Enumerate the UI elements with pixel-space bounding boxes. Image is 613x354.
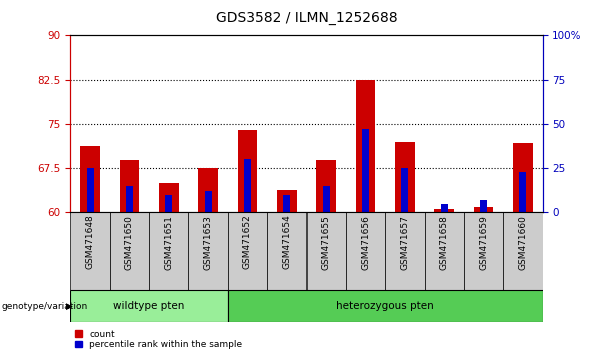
Bar — [205, 191, 211, 212]
Bar — [480, 200, 487, 212]
Bar — [189, 212, 228, 290]
Bar — [70, 212, 110, 290]
Bar — [80, 146, 100, 212]
Bar — [120, 160, 139, 212]
Bar — [283, 195, 291, 212]
Text: GSM471655: GSM471655 — [322, 215, 330, 270]
Text: GSM471659: GSM471659 — [479, 215, 488, 270]
Text: GSM471651: GSM471651 — [164, 215, 173, 270]
Bar — [322, 186, 330, 212]
Bar — [346, 212, 385, 290]
Text: GSM471657: GSM471657 — [400, 215, 409, 270]
Bar — [395, 142, 414, 212]
Bar — [70, 290, 228, 322]
Bar — [228, 212, 267, 290]
Bar — [402, 168, 408, 212]
Legend: count, percentile rank within the sample: count, percentile rank within the sample — [75, 330, 243, 349]
Bar — [519, 172, 527, 212]
Bar — [441, 204, 447, 212]
Text: ▶: ▶ — [66, 302, 73, 311]
Text: GSM471650: GSM471650 — [125, 215, 134, 270]
Bar — [267, 212, 306, 290]
Bar — [110, 212, 149, 290]
Bar — [435, 210, 454, 212]
Bar — [126, 186, 133, 212]
Bar — [166, 195, 172, 212]
Bar — [244, 159, 251, 212]
Text: genotype/variation: genotype/variation — [1, 302, 88, 311]
Bar — [228, 290, 543, 322]
Text: GSM471652: GSM471652 — [243, 215, 252, 269]
Bar — [306, 212, 346, 290]
Bar — [277, 190, 297, 212]
Text: GSM471658: GSM471658 — [440, 215, 449, 270]
Text: wildtype pten: wildtype pten — [113, 301, 185, 311]
Text: GSM471654: GSM471654 — [283, 215, 291, 269]
Text: GSM471660: GSM471660 — [519, 215, 527, 270]
Bar — [238, 130, 257, 212]
Text: GSM471653: GSM471653 — [204, 215, 213, 270]
Bar — [385, 212, 424, 290]
Bar — [362, 129, 369, 212]
Text: GDS3582 / ILMN_1252688: GDS3582 / ILMN_1252688 — [216, 11, 397, 25]
Text: heterozygous pten: heterozygous pten — [337, 301, 434, 311]
Bar — [356, 80, 375, 212]
Text: GSM471648: GSM471648 — [86, 215, 94, 269]
Bar — [503, 212, 543, 290]
Bar — [474, 206, 493, 212]
Bar — [424, 212, 464, 290]
Text: GSM471656: GSM471656 — [361, 215, 370, 270]
Bar — [513, 143, 533, 212]
Bar — [464, 212, 503, 290]
Bar — [149, 212, 189, 290]
Bar — [199, 168, 218, 212]
Bar — [159, 183, 178, 212]
Bar — [86, 168, 94, 212]
Bar — [316, 160, 336, 212]
